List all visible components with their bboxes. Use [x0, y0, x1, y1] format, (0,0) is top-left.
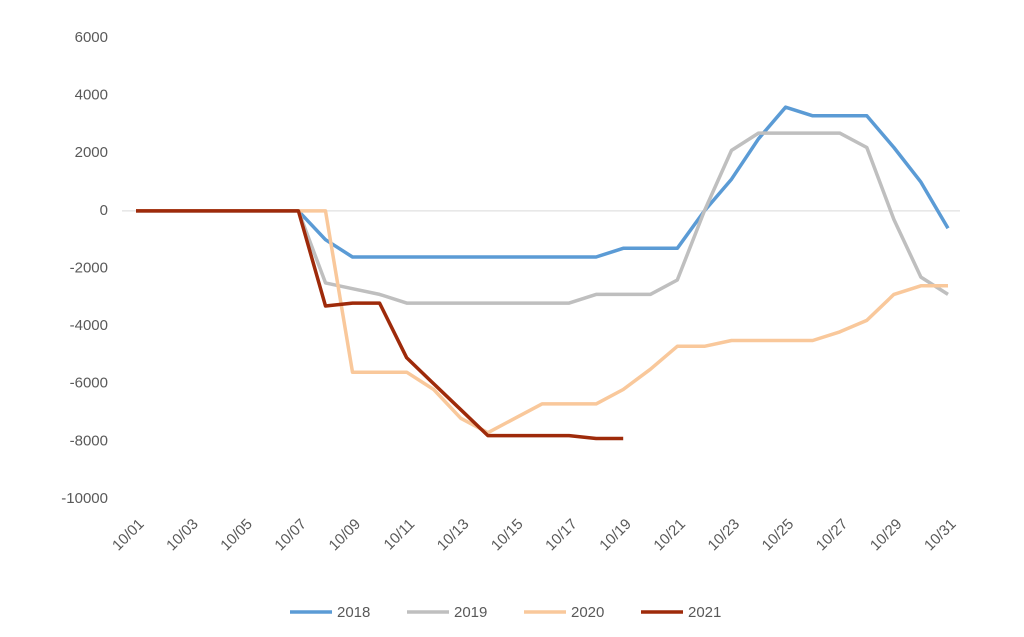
y-tick-label: 0	[100, 202, 108, 219]
x-tick-label: 10/19	[596, 516, 635, 555]
x-tick-label: 10/25	[759, 516, 798, 555]
x-tick-label: 10/11	[381, 516, 419, 554]
y-tick-label: -6000	[70, 375, 108, 392]
x-tick-label: 10/05	[217, 516, 256, 555]
y-tick-label: 6000	[75, 29, 108, 46]
x-tick-label: 10/21	[650, 516, 689, 555]
legend-label: 2018	[337, 604, 370, 621]
x-tick-label: 10/03	[163, 516, 202, 555]
y-tick-label: -8000	[70, 432, 108, 449]
legend-label: 2020	[571, 604, 604, 621]
x-tick-label: 10/17	[542, 516, 581, 555]
x-tick-label: 10/29	[867, 516, 906, 555]
x-tick-label: 10/31	[921, 516, 960, 555]
series-line	[136, 105, 950, 259]
x-tick-label: 10/09	[326, 516, 365, 555]
y-tick-label: 2000	[75, 144, 108, 161]
series-line	[136, 209, 624, 441]
x-tick-label: 10/15	[488, 516, 527, 555]
y-tick-label: 4000	[75, 87, 108, 104]
y-tick-label: -2000	[70, 259, 108, 276]
y-tick-label: -10000	[61, 490, 108, 507]
x-tick-label: 10/13	[434, 516, 473, 555]
x-tick-label: 10/27	[813, 516, 852, 555]
series-line	[136, 209, 948, 435]
x-tick-label: 10/01	[109, 516, 148, 555]
series-line	[136, 131, 949, 305]
x-tick-label: 10/07	[271, 516, 310, 555]
legend-label: 2021	[688, 604, 721, 621]
x-tick-label: 10/23	[705, 516, 744, 555]
y-tick-label: -4000	[70, 317, 108, 334]
legend-label: 2019	[454, 604, 487, 621]
